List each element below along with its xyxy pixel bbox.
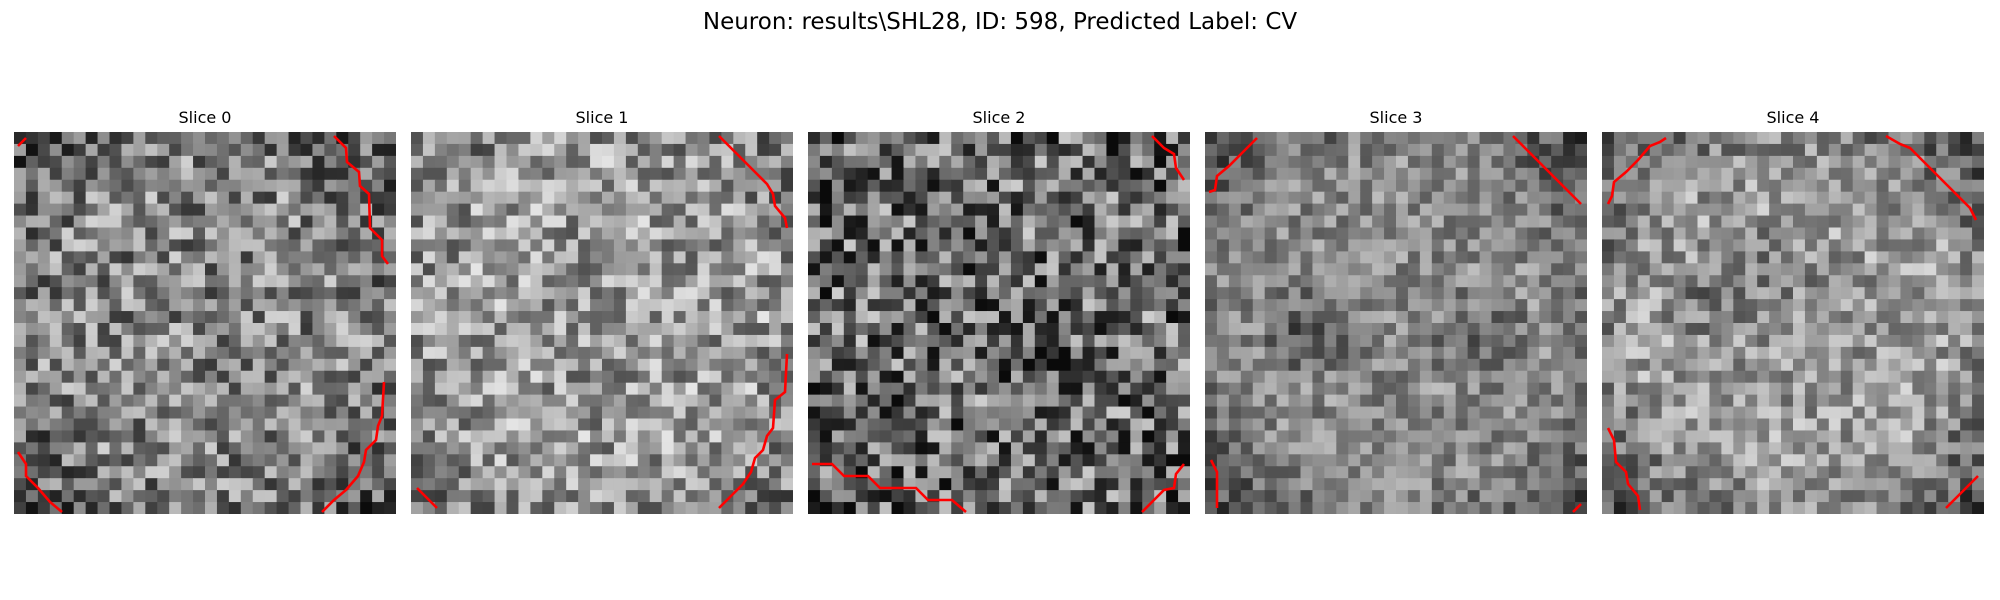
contour-line xyxy=(1208,137,1258,194)
contour-line xyxy=(17,137,27,147)
slice-panel-0: Slice 0 xyxy=(14,104,396,514)
contour-line xyxy=(1606,427,1642,511)
slice-title: Slice 3 xyxy=(1369,108,1423,127)
contour-line xyxy=(1141,463,1186,513)
slice-image xyxy=(14,132,396,514)
contour-line xyxy=(718,135,789,229)
contour-line xyxy=(1885,134,1978,221)
slice-panel-4: Slice 4 xyxy=(1602,104,1984,514)
slice-title: Slice 1 xyxy=(575,108,629,127)
contour-line xyxy=(333,135,390,265)
slice-image xyxy=(1205,132,1587,514)
slice-title: Slice 0 xyxy=(178,108,232,127)
contour-line xyxy=(416,487,438,509)
slice-image xyxy=(411,132,793,514)
contour-line xyxy=(1209,459,1219,508)
contour-line xyxy=(16,451,63,513)
slice-panel-3: Slice 3 xyxy=(1205,104,1587,514)
contour-line xyxy=(1606,136,1667,205)
contour-line xyxy=(1512,135,1582,205)
slice-title: Slice 2 xyxy=(972,108,1026,127)
slice-panel-1: Slice 1 xyxy=(411,104,793,514)
slice-title: Slice 4 xyxy=(1766,108,1820,127)
slice-image xyxy=(1602,132,1984,514)
contour-line xyxy=(812,462,967,513)
figure-title: Neuron: results\SHL28, ID: 598, Predicte… xyxy=(702,9,1298,35)
contour-line xyxy=(1572,503,1582,513)
contour-line xyxy=(1151,135,1186,181)
contour-line xyxy=(718,353,789,509)
contour-line xyxy=(1945,475,1979,509)
slice-panel-2: Slice 2 xyxy=(808,104,1190,514)
slice-image xyxy=(808,132,1190,514)
contour-line xyxy=(321,381,386,513)
